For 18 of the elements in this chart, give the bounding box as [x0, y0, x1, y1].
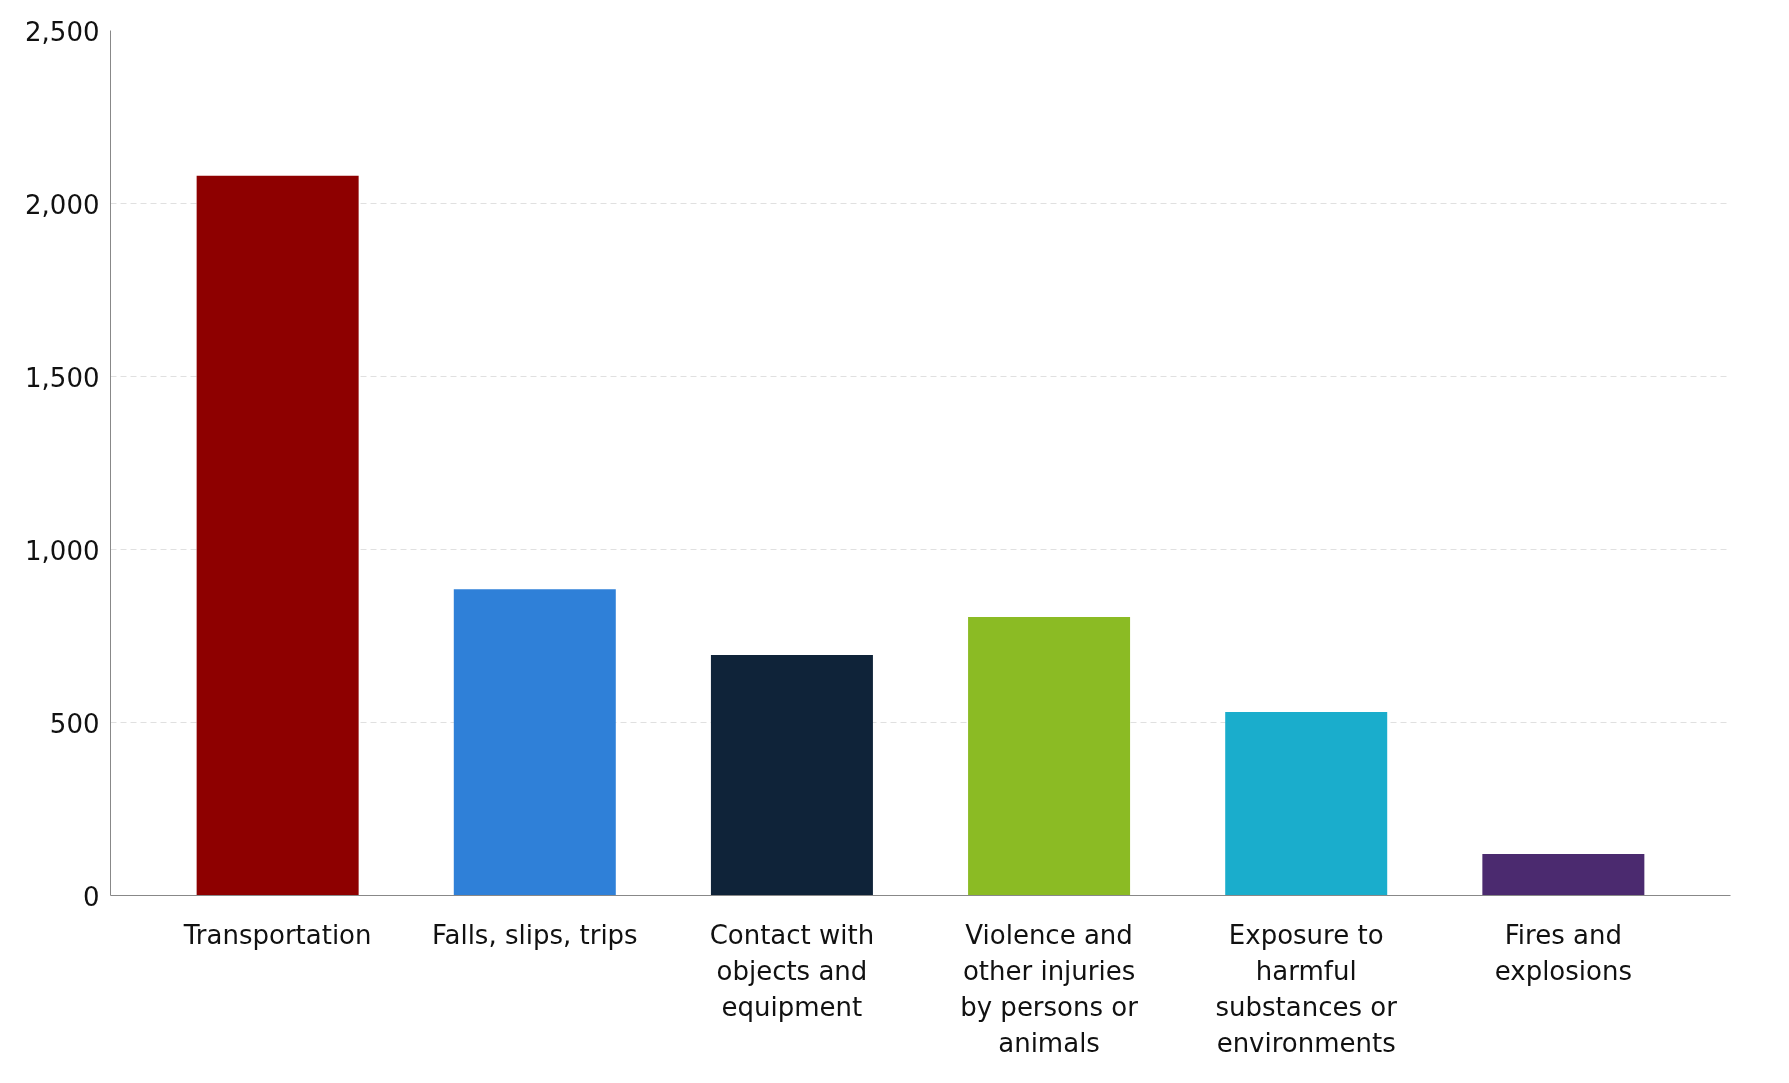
bar	[453, 589, 616, 896]
y-tick-label: 2,000	[25, 189, 100, 220]
y-tick-label: 0	[82, 881, 100, 912]
y-tick-label: 1,500	[25, 362, 100, 393]
bar	[196, 175, 359, 896]
bar	[1482, 853, 1645, 896]
x-tick-label: Fires and explosions	[1494, 919, 1632, 986]
bar	[968, 616, 1131, 896]
bar	[710, 655, 873, 896]
y-tick-label: 2,500	[25, 16, 100, 47]
x-tick-label: Contact with objects and equipment	[709, 919, 875, 1022]
bar	[1225, 712, 1388, 896]
y-tick-label: 1,000	[25, 535, 100, 566]
y-tick-label: 500	[49, 708, 100, 739]
x-tick-label: Falls, slips, trips	[431, 919, 638, 950]
x-tick-label: Transportation	[182, 919, 372, 950]
x-tick-label: Violence and other injuries by persons or animals	[960, 919, 1139, 1058]
x-tick-label: Exposure to harmful substances or environments	[1215, 919, 1398, 1058]
